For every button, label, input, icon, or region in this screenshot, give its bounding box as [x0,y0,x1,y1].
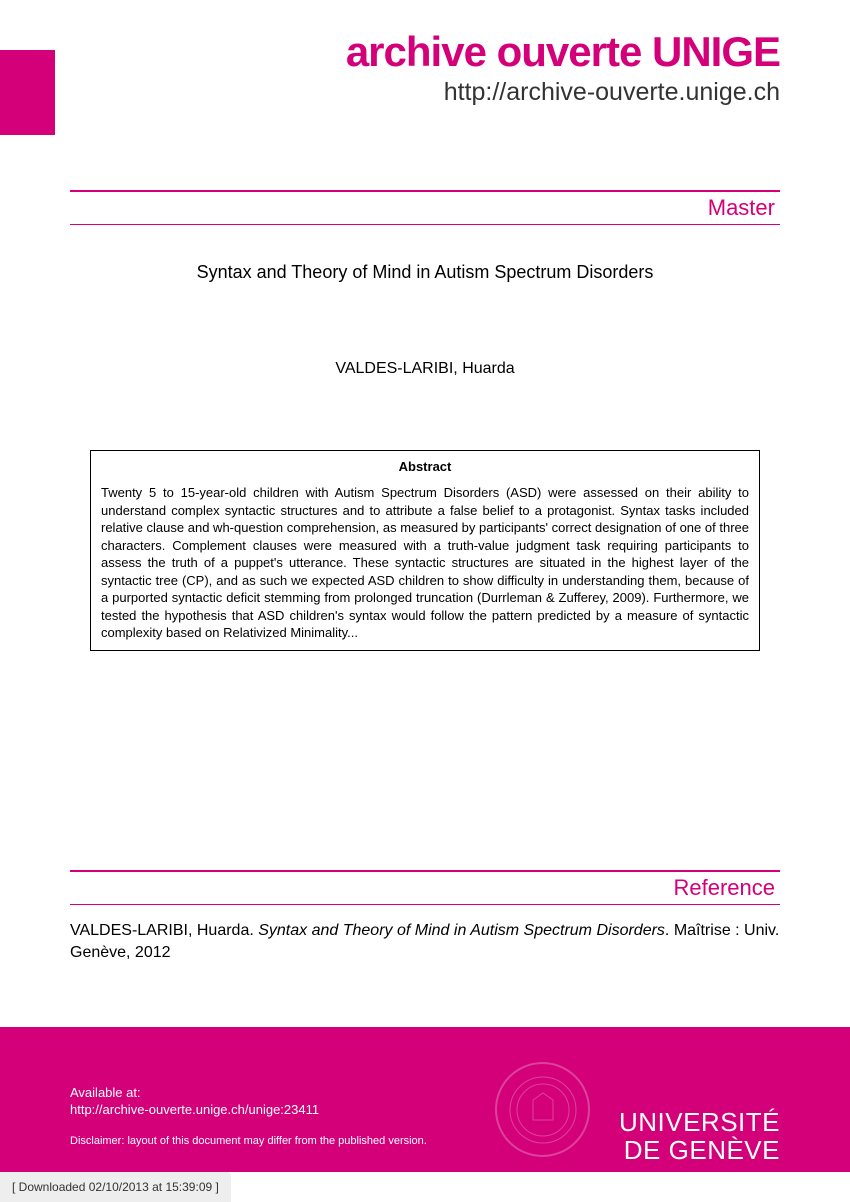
brand-square [0,50,55,135]
abstract-box: Abstract Twenty 5 to 15-year-old childre… [90,450,760,651]
reference-author: VALDES-LARIBI, Huarda. [70,922,258,939]
abstract-text: Twenty 5 to 15-year-old children with Au… [101,484,749,642]
available-link: http://archive-ouverte.unige.ch/unige:23… [70,1102,427,1117]
university-name-line1: UNIVERSITÉ [619,1109,780,1136]
section-bar-reference: Reference [70,870,780,905]
abstract-heading: Abstract [101,459,749,474]
reference-citation: VALDES-LARIBI, Huarda. Syntax and Theory… [70,920,780,965]
disclaimer-text: Disclaimer: layout of this document may … [70,1135,427,1147]
archive-url: http://archive-ouverte.unige.ch [346,78,780,107]
header: archive ouverte UNIGE http://archive-ouv… [346,28,780,107]
university-name-line2: DE GENÈVE [619,1137,780,1164]
university-seal-icon [495,1062,590,1157]
archive-title: archive ouverte UNIGE [346,28,780,76]
university-logo: UNIVERSITÉ DE GENÈVE [619,1109,780,1164]
paper-title: Syntax and Theory of Mind in Autism Spec… [70,262,780,283]
footer-info: Available at: http://archive-ouverte.uni… [70,1085,427,1147]
reference-label: Reference [673,875,780,900]
paper-author: VALDES-LARIBI, Huarda [70,360,780,378]
master-label: Master [708,195,780,220]
available-label: Available at: [70,1085,427,1100]
section-bar-master: Master [70,190,780,225]
reference-title: Syntax and Theory of Mind in Autism Spec… [258,922,665,939]
download-timestamp: [ Downloaded 02/10/2013 at 15:39:09 ] [0,1172,231,1202]
